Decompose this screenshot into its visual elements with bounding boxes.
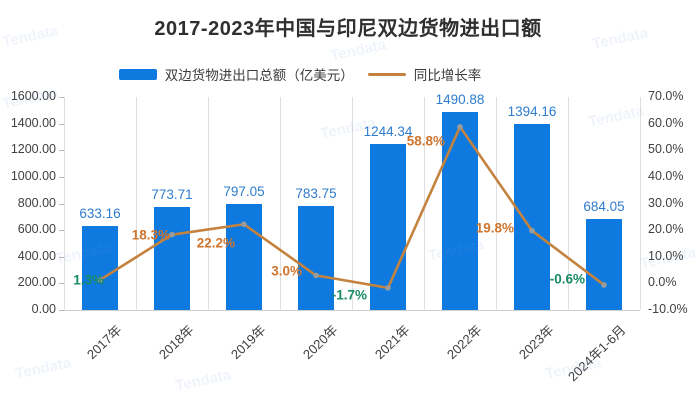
legend-line-label: 同比增长率 bbox=[413, 68, 482, 83]
bar bbox=[370, 144, 406, 310]
bar-value-label: 633.16 bbox=[79, 205, 121, 221]
legend-bars-label: 双边货物进出口总额（亿美元） bbox=[164, 68, 354, 83]
chart-title: 2017-2023年中国与印尼双边货物进出口额 bbox=[154, 18, 542, 40]
bar-value-label: 773.71 bbox=[151, 186, 193, 202]
y-axis-right-label: 60.0% bbox=[648, 115, 684, 130]
legend-line-swatch-icon bbox=[367, 72, 406, 76]
growth-label: 19.8% bbox=[475, 220, 514, 236]
growth-label: 18.3% bbox=[131, 227, 170, 243]
y-axis-tick bbox=[59, 203, 64, 205]
y-axis-left-label: 1000.00 bbox=[10, 168, 56, 183]
y-axis-right-label: 50.0% bbox=[648, 142, 684, 157]
y-axis-tick bbox=[59, 310, 64, 311]
bar bbox=[154, 206, 190, 310]
growth-point bbox=[457, 124, 463, 130]
bar-value-label: 1244.34 bbox=[363, 124, 413, 140]
legend-bar-swatch-icon bbox=[118, 68, 157, 80]
y-axis-right-label: 10.0% bbox=[648, 248, 684, 263]
y-axis-left-label: 800.00 bbox=[17, 195, 56, 210]
growth-point bbox=[601, 282, 607, 288]
bar bbox=[514, 124, 550, 310]
y-axis-right-label: -10.0% bbox=[648, 302, 688, 316]
y-axis-tick bbox=[59, 176, 64, 178]
y-axis-left-label: 1600.00 bbox=[10, 89, 56, 103]
bar-value-label: 1490.88 bbox=[435, 91, 485, 107]
growth-label: 58.8% bbox=[406, 133, 445, 149]
growth-label: 3.0% bbox=[271, 263, 302, 279]
bar bbox=[298, 205, 334, 310]
growth-point bbox=[313, 272, 319, 279]
gridline bbox=[640, 97, 641, 310]
legend-item-bars: 双边货物进出口总额（亿美元） bbox=[118, 64, 354, 84]
y-axis-tick bbox=[59, 97, 64, 98]
growth-line bbox=[99, 125, 605, 290]
legend-item-line: 同比增长率 bbox=[367, 64, 482, 84]
growth-label: -1.7% bbox=[331, 287, 367, 303]
x-axis-line bbox=[64, 310, 640, 311]
y-axis-right-label: 20.0% bbox=[648, 222, 684, 237]
growth-point bbox=[97, 277, 103, 283]
bar-value-label: 797.05 bbox=[223, 183, 265, 199]
y-axis-left-label: 600.00 bbox=[17, 222, 56, 237]
y-axis-right-label: 30.0% bbox=[648, 195, 684, 210]
y-axis-right-label: 70.0% bbox=[648, 89, 684, 103]
growth-point bbox=[385, 285, 391, 291]
y-axis-right-label: 0.0% bbox=[648, 275, 677, 290]
legend: 双边货物进出口总额（亿美元） 同比增长率 bbox=[0, 64, 648, 84]
gridline bbox=[208, 97, 209, 310]
bar-value-label: 684.05 bbox=[583, 198, 625, 214]
growth-point bbox=[241, 221, 247, 228]
y-axis-tick bbox=[59, 230, 64, 232]
growth-point bbox=[529, 227, 535, 234]
growth-label: 1.3% bbox=[73, 272, 104, 288]
y-axis-tick bbox=[59, 123, 64, 125]
gridline bbox=[352, 97, 353, 310]
y-axis-tick bbox=[59, 150, 64, 152]
gridline bbox=[496, 97, 497, 310]
gridline bbox=[136, 97, 137, 310]
growth-point bbox=[169, 231, 175, 238]
bar bbox=[586, 218, 622, 310]
y-axis-left-label: 400.00 bbox=[17, 248, 56, 263]
gridline bbox=[280, 97, 281, 310]
y-axis-left-label: 1200.00 bbox=[10, 142, 56, 157]
growth-label: -0.6% bbox=[549, 271, 585, 287]
growth-label: 22.2% bbox=[196, 235, 235, 251]
y-axis-tick bbox=[59, 283, 64, 285]
gridline bbox=[568, 97, 569, 310]
y-axis-left-label: 1400.00 bbox=[10, 115, 56, 130]
y-axis-tick bbox=[59, 256, 64, 258]
y-axis-left-label: 0.00 bbox=[31, 302, 56, 316]
gridline bbox=[64, 97, 65, 310]
bar-value-label: 783.75 bbox=[295, 185, 337, 201]
y-axis-left-label: 200.00 bbox=[17, 275, 56, 290]
y-axis-right-label: 40.0% bbox=[648, 168, 684, 183]
bar bbox=[82, 225, 118, 310]
bar-value-label: 1394.16 bbox=[507, 104, 557, 120]
